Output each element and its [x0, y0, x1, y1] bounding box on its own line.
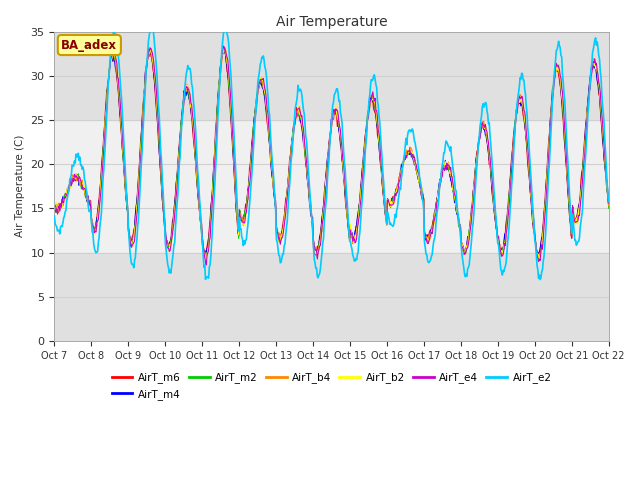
Title: Air Temperature: Air Temperature — [276, 15, 387, 29]
Bar — [54, 252, 609, 341]
Legend: AirT_m6, AirT_m4, AirT_m2, AirT_b4, AirT_b2, AirT_e4, AirT_e2: AirT_m6, AirT_m4, AirT_m2, AirT_b4, AirT… — [108, 368, 556, 404]
Y-axis label: Air Temperature (C): Air Temperature (C) — [15, 135, 25, 238]
Text: BA_adex: BA_adex — [61, 38, 117, 51]
Bar — [54, 32, 609, 120]
